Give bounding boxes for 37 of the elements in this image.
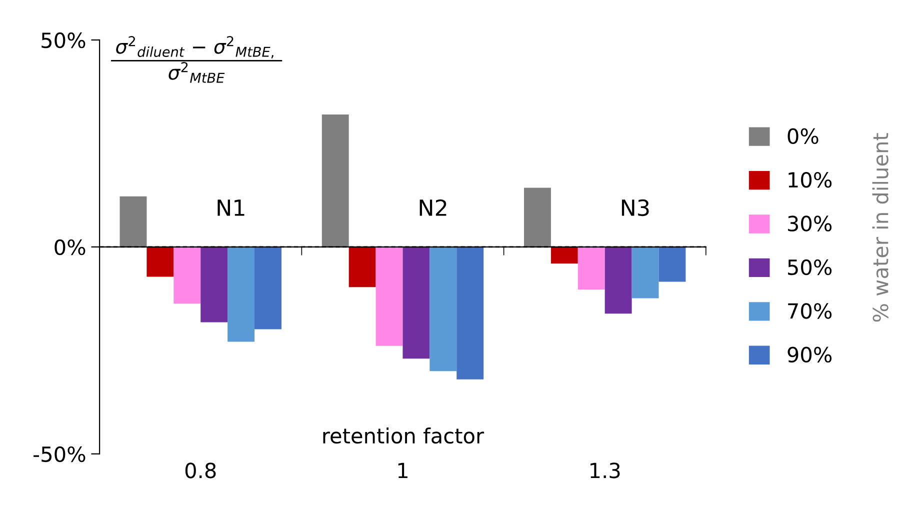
bar: [524, 188, 551, 247]
bar: [348, 246, 376, 288]
bar: [632, 246, 659, 298]
bar: [254, 246, 282, 330]
bar: [430, 246, 457, 372]
bar: [402, 246, 430, 359]
bar: [456, 246, 484, 380]
legend-label: 10%: [788, 172, 832, 188]
bar: [174, 246, 201, 304]
bar: [322, 114, 349, 247]
y-tick-label: 50%: [42, 32, 86, 48]
bar: [120, 196, 147, 247]
bar: [376, 246, 403, 346]
bar: [658, 246, 686, 282]
bar: [228, 246, 255, 342]
bar: [604, 246, 632, 314]
legend-label: 50%: [788, 259, 832, 276]
x-tick-label: 1: [398, 462, 408, 478]
legend-title: % water in diluent: [872, 133, 888, 322]
legend-label: 30%: [788, 216, 832, 232]
annotation: N3: [622, 199, 649, 216]
bar: [200, 246, 228, 322]
y-tick-label: -50%: [34, 446, 86, 462]
annotation: N2: [420, 199, 446, 216]
x-tick-label: 1.3: [590, 462, 620, 478]
legend-label: 70%: [788, 303, 832, 319]
bar: [550, 246, 578, 264]
y-tick-label: 0%: [54, 239, 86, 256]
legend-label: 0%: [788, 128, 818, 144]
bar: [146, 246, 174, 277]
annotation: σ$^{2}$$_{MtBE}$: [168, 62, 225, 83]
annotation: σ$^{2}$$_{diluent}$ − σ$^{2}$$_{MtBE,}$: [116, 36, 274, 58]
bar: [578, 246, 605, 290]
annotation: N1: [218, 200, 244, 216]
x-tick-label: 0.8: [185, 462, 216, 478]
x-axis-title: retention factor: [323, 428, 484, 444]
legend-label: 90%: [788, 346, 832, 363]
